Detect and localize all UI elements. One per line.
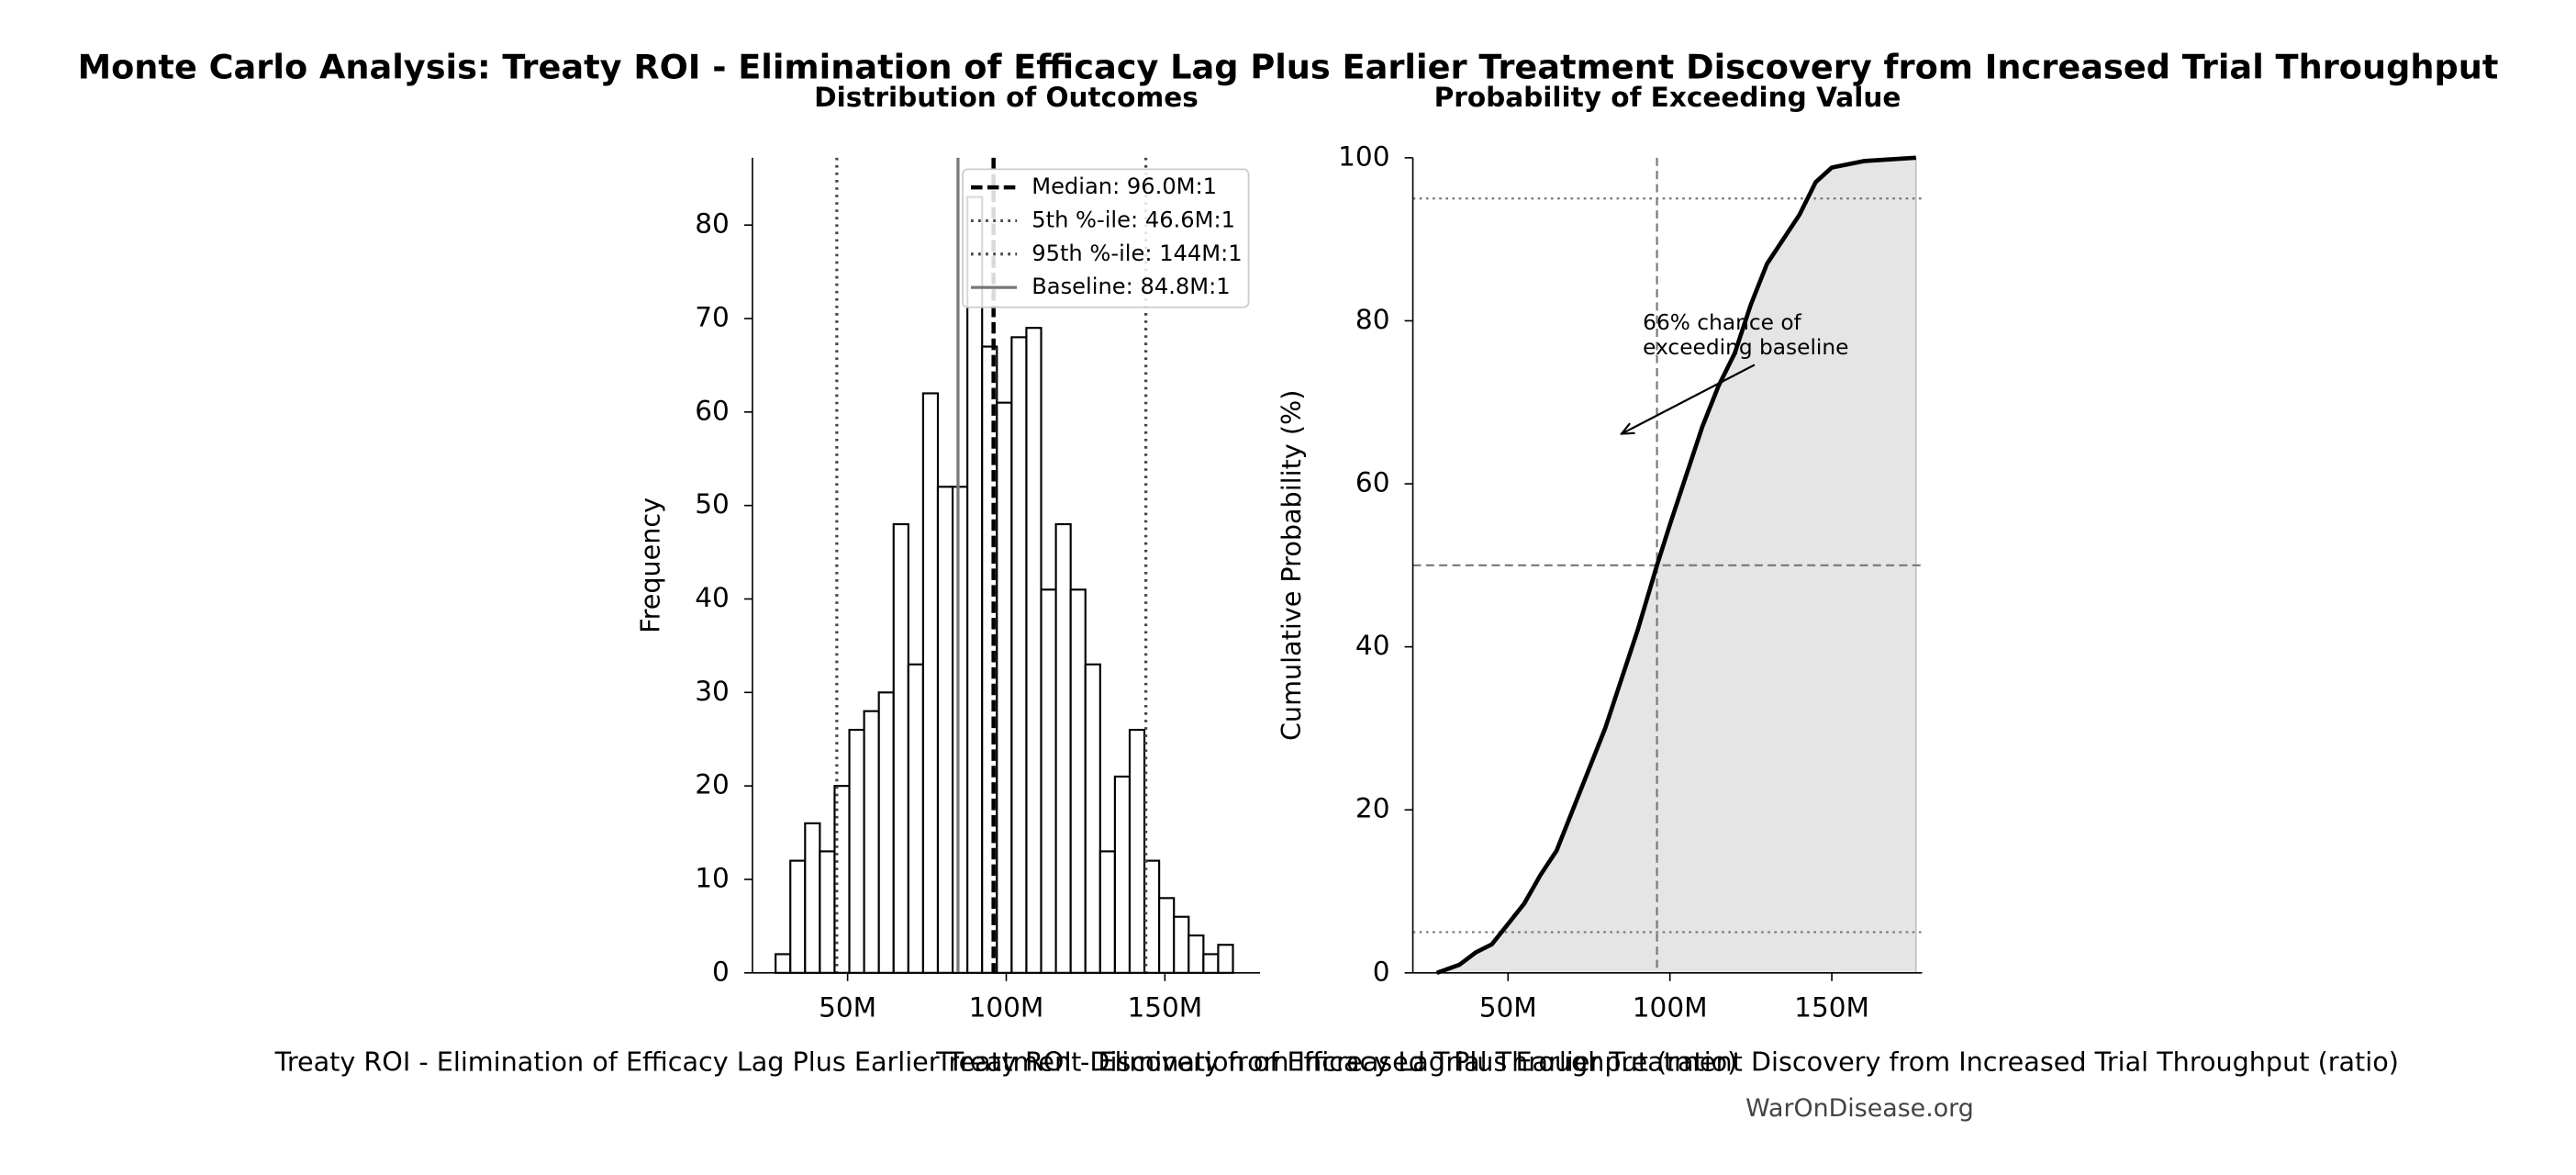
annotation-arrow (1622, 364, 1756, 433)
y-tick-label: 20 (1355, 793, 1390, 824)
histogram-bar (1054, 522, 1072, 974)
histogram-bar (951, 486, 969, 974)
y-axis-label: Frequency (635, 498, 666, 633)
y-tick-label: 40 (695, 582, 730, 613)
y-tick-label: 0 (712, 956, 730, 987)
histogram-bar (789, 859, 807, 974)
histogram-bar (819, 850, 836, 974)
histogram-bar (1202, 953, 1220, 974)
histogram-bar (1040, 588, 1057, 974)
y-tick-label: 70 (695, 302, 730, 333)
legend-label: Baseline: 84.8M:1 (1032, 274, 1230, 299)
x-axis-label: Treaty ROI - Elimination of Efficacy Lag… (935, 1046, 2399, 1077)
y-tick-label: 60 (1355, 467, 1390, 498)
y-tick-label: 80 (695, 208, 730, 240)
histogram-bar (1025, 327, 1043, 974)
annotation: exceeding baseline (1643, 335, 1848, 360)
legend-label: Median: 96.0M:1 (1032, 173, 1217, 199)
histogram-bar (1188, 934, 1205, 974)
x-tick-label: 150M (1794, 992, 1869, 1024)
histogram-bar (1010, 336, 1028, 974)
y-axis-label: Cumulative Probability (%) (1276, 390, 1307, 741)
subplot-title: Probability of Exceeding Value (1434, 82, 1901, 113)
y-tick-label: 20 (695, 769, 730, 800)
histogram-bar (877, 691, 895, 974)
histogram-bar (921, 392, 940, 974)
x-tick-label: 50M (1479, 992, 1537, 1024)
y-tick-label: 80 (1355, 304, 1390, 335)
legend-box (962, 168, 1250, 308)
histogram-bar (1217, 944, 1234, 974)
x-tick-label: 100M (1633, 992, 1708, 1024)
figure-title: Monte Carlo Analysis: Treaty ROI - Elimi… (78, 48, 2499, 87)
histogram-bar (1098, 850, 1116, 974)
histogram-bar (1128, 728, 1146, 974)
y-tick-label: 50 (695, 488, 730, 520)
histogram-bar (1069, 588, 1087, 974)
histogram-bar (1113, 775, 1132, 974)
legend-label: 5th %-ile: 46.6M:1 (1032, 207, 1235, 232)
histogram-bar (996, 401, 1013, 974)
y-tick-label: 0 (1373, 956, 1390, 987)
subplot-title: Distribution of Outcomes (814, 82, 1199, 113)
x-tick-label: 150M (1127, 992, 1202, 1024)
annotation: 66% chance of (1643, 310, 1801, 335)
y-tick-label: 10 (695, 862, 730, 893)
histogram-bar (892, 522, 909, 974)
histogram-bar (966, 196, 984, 974)
y-tick-label: 40 (1355, 630, 1390, 661)
y-tick-label: 60 (695, 395, 730, 426)
histogram-bar (848, 728, 865, 974)
histogram-bar (863, 710, 880, 974)
histogram-bar (1158, 897, 1176, 974)
x-axis-label: Treaty ROI - Elimination of Efficacy Lag… (274, 1046, 1738, 1077)
x-tick-label: 50M (819, 992, 876, 1024)
histogram-bar (907, 663, 924, 974)
histogram-bar (833, 785, 851, 974)
watermark: WarOnDisease.org (1745, 1094, 1974, 1123)
histogram-bar (1173, 915, 1190, 974)
histogram-bar (804, 822, 821, 974)
x-tick-label: 100M (969, 992, 1044, 1024)
histogram-bar (775, 953, 792, 974)
y-tick-label: 30 (695, 676, 730, 707)
histogram-bar (936, 486, 954, 974)
legend-label: 95th %-ile: 144M:1 (1032, 241, 1242, 266)
cdf-line (1435, 155, 1916, 975)
y-tick-label: 100 (1338, 140, 1389, 172)
histogram-bar (1084, 663, 1101, 974)
